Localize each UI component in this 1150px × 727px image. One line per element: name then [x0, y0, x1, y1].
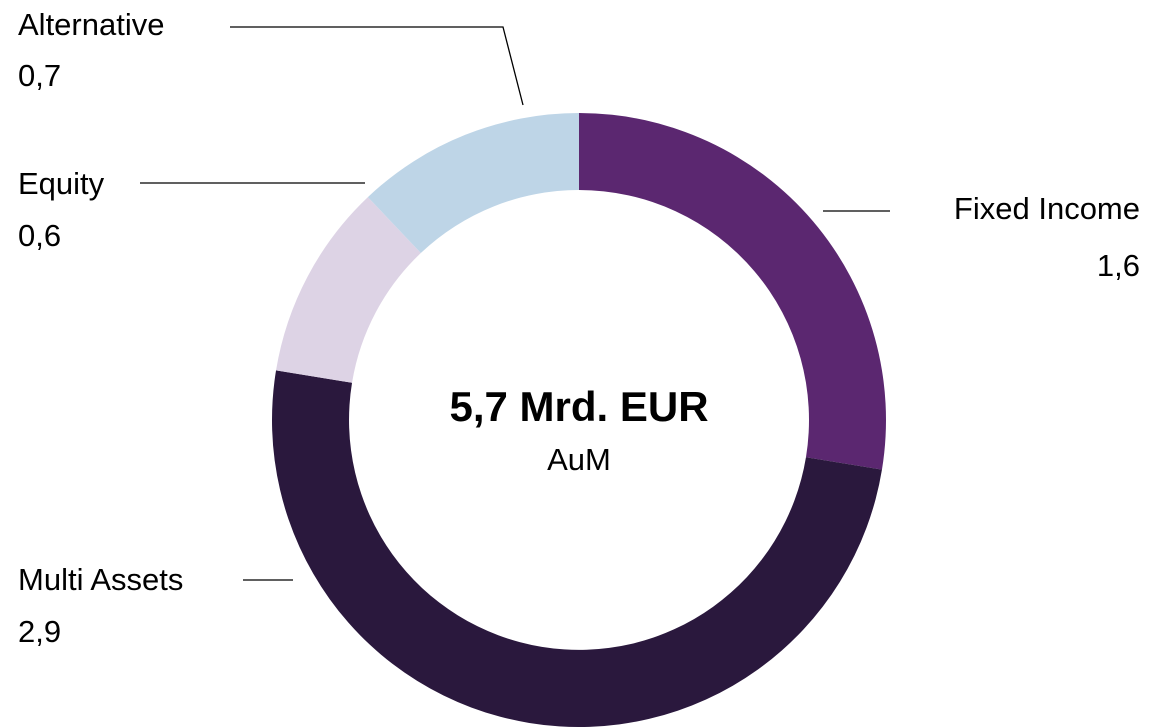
center-subtitle: AuM — [547, 442, 611, 477]
donut-segment — [276, 197, 421, 383]
value-label: 2,9 — [18, 614, 61, 649]
donut-segment — [367, 113, 579, 254]
category-label: Fixed Income — [954, 191, 1140, 226]
value-label: 0,7 — [18, 58, 61, 93]
category-label: Multi Assets — [18, 562, 183, 597]
donut-segment — [579, 113, 886, 470]
category-label: Equity — [18, 166, 105, 201]
leader-line — [230, 26, 524, 106]
value-label: 0,6 — [18, 218, 61, 253]
center-title: 5,7 Mrd. EUR — [449, 383, 708, 430]
donut-segment — [272, 370, 882, 727]
category-label: Alternative — [18, 7, 164, 42]
value-label: 1,6 — [1097, 248, 1140, 283]
